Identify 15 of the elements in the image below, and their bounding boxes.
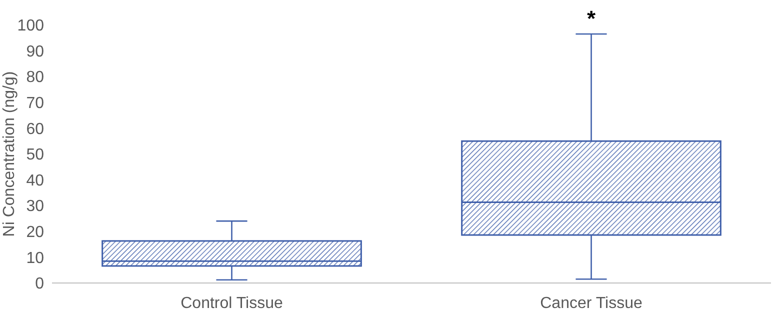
y-tick-label: 70 [26, 95, 44, 112]
annotation: * [586, 6, 596, 32]
y-tick-label: 40 [26, 172, 44, 190]
y-tick-label: 50 [26, 146, 44, 164]
x-tick-label: Cancer Tissue [540, 295, 642, 312]
y-tick-label: 80 [26, 69, 44, 86]
y-tick-label: 100 [17, 18, 44, 35]
y-tick-label: 30 [26, 198, 44, 216]
y-tick-label: 20 [26, 224, 44, 241]
y-tick-label: 90 [26, 43, 44, 60]
x-tick-label: Control Tissue [180, 295, 283, 312]
y-axis-title: Ni Concentration (ng/g) [1, 71, 18, 237]
y-tick-label: 10 [26, 250, 44, 267]
y-tick-label: 60 [26, 120, 44, 138]
y-tick-label: 0 [35, 276, 44, 293]
